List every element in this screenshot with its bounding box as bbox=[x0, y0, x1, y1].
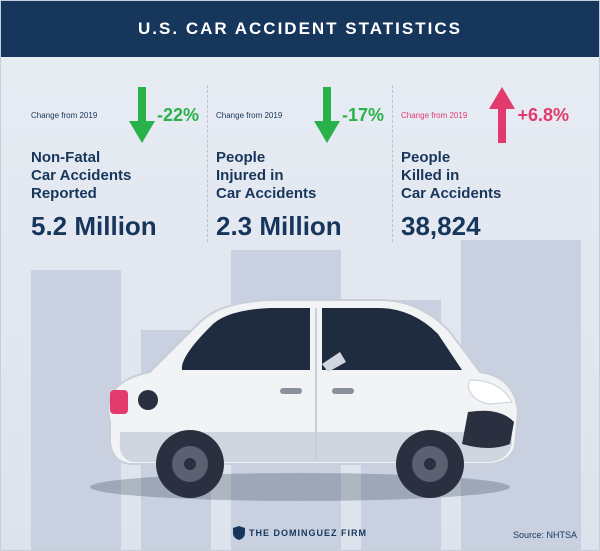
change-arrow-box: -17% bbox=[314, 87, 384, 143]
stat-title: Non-Fatal Car Accidents Reported bbox=[31, 149, 199, 205]
change-arrow-box: -22% bbox=[129, 87, 199, 143]
stat-title-line: Car Accidents bbox=[31, 167, 131, 184]
stats-row: Change from 2019 -22% Non-Fatal Car Acci… bbox=[1, 57, 599, 252]
stat-title: People Injured in Car Accidents bbox=[216, 149, 384, 205]
header-bar: U.S. CAR ACCIDENT STATISTICS bbox=[1, 1, 599, 57]
stat-title-line: Non-Fatal bbox=[31, 149, 100, 166]
stat-title: People Killed in Car Accidents bbox=[401, 149, 569, 205]
arrow-down-icon bbox=[129, 87, 155, 143]
stat-title-line: People bbox=[216, 149, 265, 166]
page-title: U.S. CAR ACCIDENT STATISTICS bbox=[138, 19, 462, 39]
change-row: Change from 2019 +6.8% bbox=[401, 85, 569, 145]
change-label: Change from 2019 bbox=[216, 111, 282, 120]
change-label: Change from 2019 bbox=[31, 111, 97, 120]
change-pct: -17% bbox=[342, 105, 384, 126]
stat-title-line: Car Accidents bbox=[401, 185, 501, 202]
stat-title-line: Reported bbox=[31, 185, 97, 202]
change-arrow-box: +6.8% bbox=[489, 87, 569, 143]
brand-text: THE DOMINGUEZ FIRM bbox=[249, 528, 367, 538]
stat-value: 38,824 bbox=[401, 211, 569, 242]
stat-title-line: Injured in bbox=[216, 167, 284, 184]
arrow-up-icon bbox=[489, 87, 515, 143]
change-row: Change from 2019 -22% bbox=[31, 85, 199, 145]
change-pct: +6.8% bbox=[517, 105, 569, 126]
source-text: Source: NHTSA bbox=[513, 530, 577, 540]
shield-icon bbox=[233, 526, 245, 540]
stat-killed: Change from 2019 +6.8% People Killed in … bbox=[392, 85, 577, 242]
arrow-down-icon bbox=[314, 87, 340, 143]
car-illustration bbox=[70, 272, 530, 502]
infographic-container: U.S. CAR ACCIDENT STATISTICS Change from… bbox=[0, 0, 600, 551]
stat-value: 5.2 Million bbox=[31, 211, 199, 242]
footer: THE DOMINGUEZ FIRM bbox=[1, 516, 599, 550]
stat-value: 2.3 Million bbox=[216, 211, 384, 242]
change-pct: -22% bbox=[157, 105, 199, 126]
stat-nonfatal: Change from 2019 -22% Non-Fatal Car Acci… bbox=[23, 85, 207, 242]
stat-title-line: Car Accidents bbox=[216, 185, 316, 202]
stat-title-line: People bbox=[401, 149, 450, 166]
change-row: Change from 2019 -17% bbox=[216, 85, 384, 145]
change-label: Change from 2019 bbox=[401, 111, 467, 120]
stat-title-line: Killed in bbox=[401, 167, 459, 184]
brand-logo: THE DOMINGUEZ FIRM bbox=[233, 526, 367, 540]
stat-injured: Change from 2019 -17% People Injured in … bbox=[207, 85, 392, 242]
